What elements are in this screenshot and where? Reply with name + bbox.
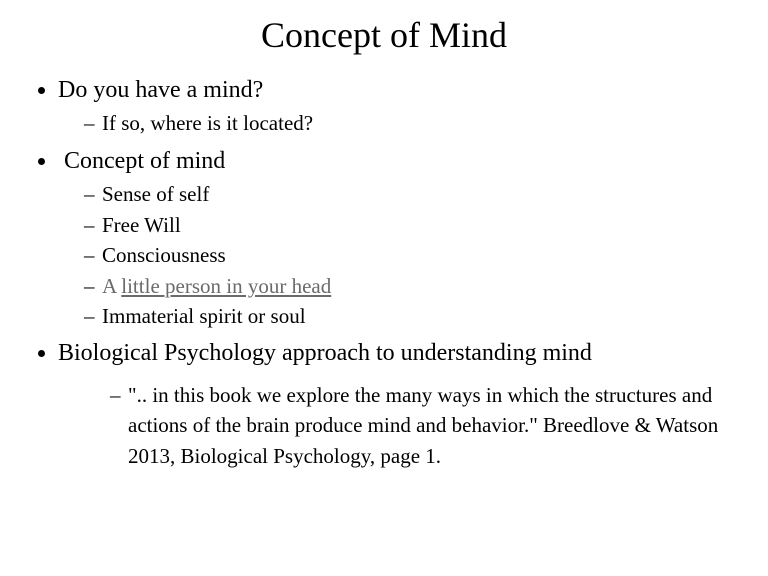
bullet-3-sublist: ".. in this book we explore the many way…	[84, 380, 740, 471]
bullet-2-sublist: Sense of self Free Will Consciousness A …	[58, 179, 740, 331]
bullet-2-sub-3: Consciousness	[84, 240, 740, 270]
bullet-2-sub-2: Free Will	[84, 210, 740, 240]
slide-title: Concept of Mind	[28, 14, 740, 56]
bullet-1-sub-1: If so, where is it located?	[84, 108, 740, 138]
bullet-3-sub-1: ".. in this book we explore the many way…	[110, 380, 740, 471]
homunculus-link[interactable]: little person in your head	[121, 274, 331, 298]
bullet-2: Concept of mind Sense of self Free Will …	[58, 145, 740, 332]
bullet-1: Do you have a mind? If so, where is it l…	[58, 74, 740, 139]
bullet-3: Biological Psychology approach to unders…	[58, 337, 740, 471]
bullet-3-text: Biological Psychology approach to unders…	[58, 340, 592, 366]
bullet-2-sub-1: Sense of self	[84, 179, 740, 209]
bullet-2-text: Concept of mind	[64, 148, 225, 174]
bullet-2-sub-4: A little person in your head	[84, 271, 740, 301]
slide: Concept of Mind Do you have a mind? If s…	[0, 0, 768, 576]
bullet-2-sub-4-prefix: A	[102, 274, 121, 298]
bullet-list: Do you have a mind? If so, where is it l…	[28, 74, 740, 471]
bullet-2-sub-5: Immaterial spirit or soul	[84, 301, 740, 331]
bullet-1-text: Do you have a mind?	[58, 77, 263, 103]
bullet-1-sublist: If so, where is it located?	[58, 108, 740, 138]
